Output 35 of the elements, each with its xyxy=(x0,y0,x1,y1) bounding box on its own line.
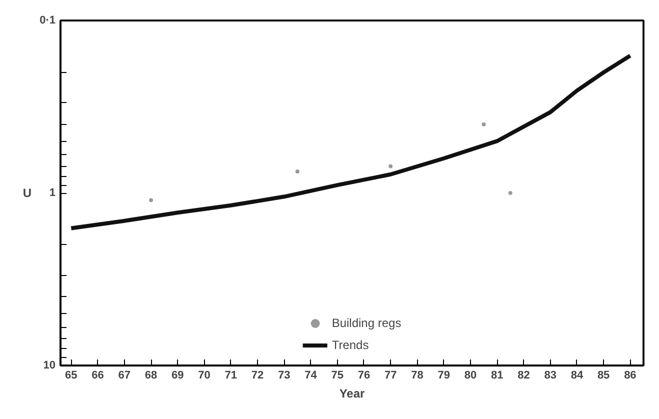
x-tick-label: 77 xyxy=(384,370,397,382)
x-tick-label: 68 xyxy=(144,370,158,382)
x-tick-label: 82 xyxy=(518,370,530,382)
point xyxy=(482,122,486,126)
x-tick-label: 66 xyxy=(92,370,104,382)
x-tick-label: 85 xyxy=(597,370,610,382)
x-tick-label: 84 xyxy=(570,370,584,382)
x-tick-label: 75 xyxy=(331,370,344,382)
x-tick-label: 83 xyxy=(544,370,556,382)
x-tick-label: 69 xyxy=(172,370,184,382)
x-tick-label: 79 xyxy=(438,370,450,382)
x-tick-label: 67 xyxy=(118,370,131,382)
point xyxy=(295,169,300,174)
point xyxy=(508,191,512,195)
x-tick-label: 74 xyxy=(304,370,318,382)
y-tick-label: 10 xyxy=(43,360,56,372)
point xyxy=(149,198,154,202)
x-tick-label: 80 xyxy=(464,370,477,382)
x-tick-label: 78 xyxy=(411,370,424,382)
point xyxy=(388,164,393,168)
y-tick-label: 0·1 xyxy=(40,14,56,26)
x-tick-label: 73 xyxy=(278,370,290,382)
x-tick-label: 70 xyxy=(198,370,210,382)
x-tick-label: 76 xyxy=(358,370,370,382)
y-tick-label: 1 xyxy=(49,187,56,199)
line-series xyxy=(69,54,632,230)
x-tick-label: 65 xyxy=(65,370,78,382)
x-tick-label: 72 xyxy=(251,370,264,382)
x-tick-label: 81 xyxy=(490,370,504,382)
x-tick-label: 71 xyxy=(224,370,238,382)
legend-label: Building regs xyxy=(332,316,402,330)
x-tick-label: 86 xyxy=(624,370,636,382)
y-axis-title: U xyxy=(22,186,32,200)
x-axis-title: Year xyxy=(339,386,366,400)
legend-label: Trends xyxy=(332,338,369,352)
